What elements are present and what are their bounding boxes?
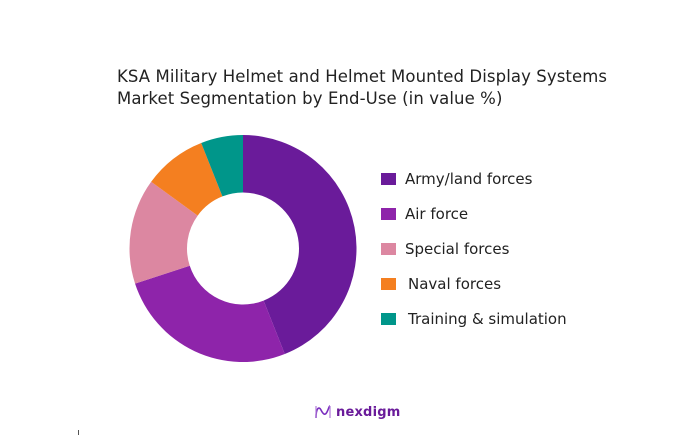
donut-slice-training-simulation xyxy=(201,135,243,197)
nexdigm-wave-icon xyxy=(315,405,331,419)
legend-label-special-forces: Special forces xyxy=(405,239,510,258)
nexdigm-logo: nexdigm xyxy=(314,404,400,420)
donut-slice-naval-forces xyxy=(151,142,223,216)
donut-slices xyxy=(129,135,357,362)
legend-swatch-training xyxy=(381,312,396,325)
legend-label-naval-forces: Naval forces xyxy=(408,274,502,293)
chart-title-line-1: KSA Military Helmet and Helmet Mounted D… xyxy=(117,67,608,86)
donut-slice-army-land-forces xyxy=(243,135,357,355)
chart-title-line-2: Market Segmentation by End-Use (in value… xyxy=(117,89,503,108)
axis-tick-mark xyxy=(78,430,79,435)
chart-legend: Army/land forces Air force Special force… xyxy=(381,161,567,336)
legend-label-army: Army/land forces xyxy=(405,169,533,188)
legend-item-army: Army/land forces xyxy=(381,161,567,196)
chart-title: KSA Military Helmet and Helmet Mounted D… xyxy=(117,66,607,110)
legend-swatch-army xyxy=(381,172,396,185)
legend-item-naval-forces: Naval forces xyxy=(381,266,567,301)
legend-swatch-naval-forces xyxy=(381,277,396,290)
donut-slice-air-force xyxy=(135,265,285,362)
legend-label-air-force: Air force xyxy=(405,204,469,223)
legend-label-training: Training & simulation xyxy=(408,309,567,328)
legend-swatch-special-forces xyxy=(381,242,396,255)
legend-item-air-force: Air force xyxy=(381,196,567,231)
legend-swatch-air-force xyxy=(381,207,396,220)
legend-item-special-forces: Special forces xyxy=(381,231,567,266)
donut-slice-special-forces xyxy=(129,181,198,284)
legend-item-training: Training & simulation xyxy=(381,301,567,336)
logo-text: nexdigm xyxy=(336,404,401,420)
